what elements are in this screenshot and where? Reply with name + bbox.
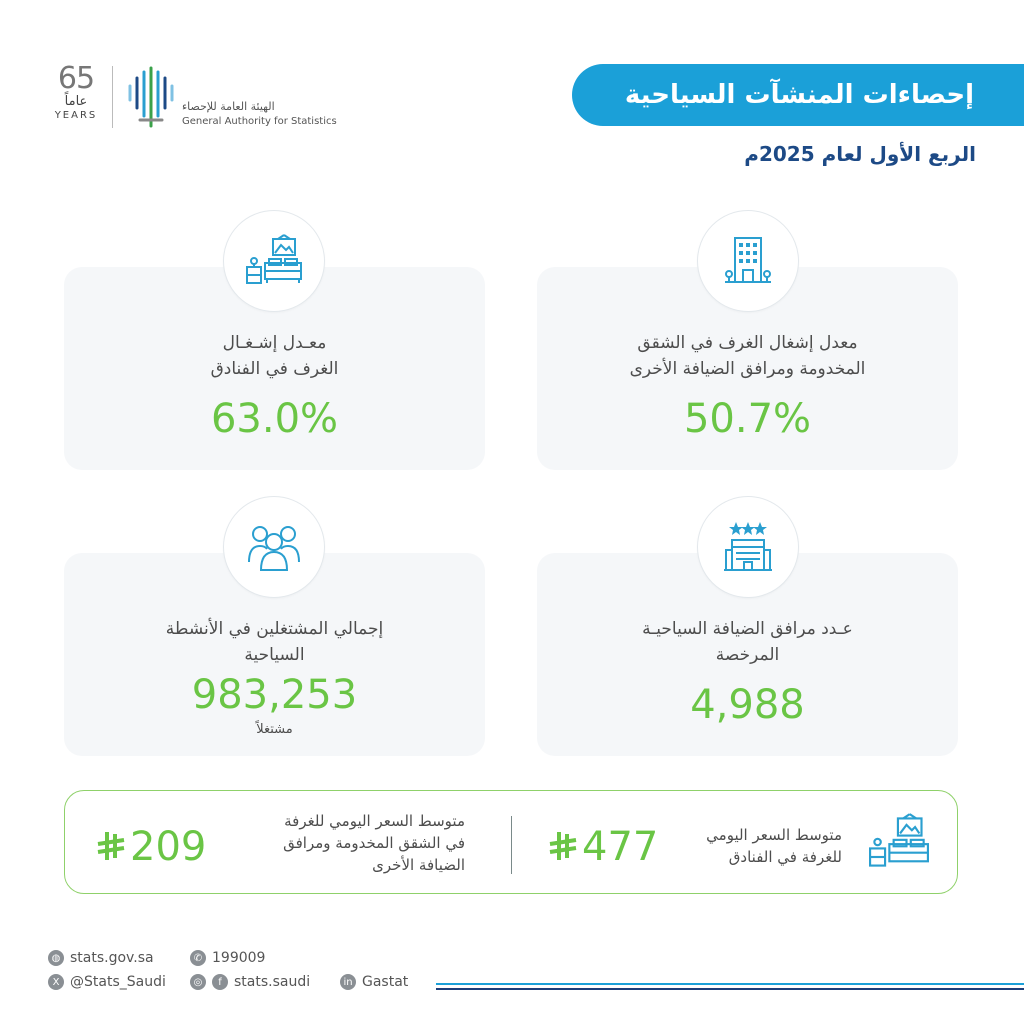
card-icon-circle	[697, 496, 799, 598]
card-label: عـدد مرافق الضيافة السياحيـة المرخصة	[537, 616, 958, 668]
x-icon: X	[48, 974, 64, 990]
page-subtitle: الربع الأول لعام 2025م	[744, 142, 976, 166]
apartment-price-label-line: الضيافة الأخرى	[372, 856, 465, 874]
hotel-price-label-line: للغرفة في الفنادق	[728, 848, 842, 866]
people-icon	[248, 526, 300, 571]
hotel-price-value: 477	[548, 822, 658, 872]
footer-x-text: @Stats_Saudi	[70, 974, 166, 990]
card-value: 983,253	[191, 672, 358, 718]
apartment-price-value: 209	[96, 822, 206, 872]
globe-icon: ◍	[48, 950, 64, 966]
anniversary-badge: 65 عاماً YEARS	[46, 61, 106, 122]
footer-website[interactable]: ◍ stats.gov.sa	[48, 950, 154, 966]
card-label: معـدل إشـغـال الغرف في الفنادق	[64, 330, 485, 382]
apartment-price-label-line: في الشقق المخدومة ومرافق	[283, 834, 465, 852]
footer-phone-text: 199009	[212, 950, 266, 966]
card-value: 50.7%	[683, 396, 812, 442]
footer-accent-line-blue	[436, 983, 1024, 985]
apartment-price-label: متوسط السعر اليومي للغرفة في الشقق المخد…	[225, 810, 465, 876]
footer-social[interactable]: ◎ f stats.saudi	[190, 974, 310, 990]
hotel-price-label: متوسط السعر اليومي للغرفة في الفنادق	[660, 824, 842, 868]
card-icon-circle	[223, 496, 325, 598]
building-icon	[725, 237, 771, 283]
page-title: إحصاءات المنشآت السياحية	[572, 64, 1024, 126]
average-price-box	[64, 790, 958, 894]
price-divider	[511, 816, 512, 874]
footer-phone[interactable]: ✆ 199009	[190, 950, 265, 966]
hotel-price-number: 477	[582, 824, 659, 870]
gastat-logo: 65 عاماً YEARS الهيئة العامة للإحصاء Gen…	[40, 60, 340, 140]
card-label: معدل إشغال الغرف في الشقق المخدومة ومراف…	[537, 330, 958, 382]
footer-linkedin-text: Gastat	[362, 974, 409, 990]
hotel-room-icon	[869, 813, 929, 867]
anniversary-number: 65	[57, 61, 95, 96]
org-name-arabic: الهيئة العامة للإحصاء	[182, 100, 275, 113]
card-label-line: السياحية	[244, 645, 305, 665]
footer-x[interactable]: X @Stats_Saudi	[48, 974, 166, 990]
hotel-room-icon	[246, 234, 302, 284]
anniversary-english: YEARS	[54, 110, 98, 121]
card-label-line: الغرف في الفنادق	[210, 359, 339, 379]
hotel-price-label-line: متوسط السعر اليومي	[706, 826, 842, 844]
footer-accent-line-navy	[436, 988, 1024, 990]
card-label-line: معـدل إشـغـال	[222, 333, 327, 353]
logo-divider	[112, 66, 113, 128]
card-value: 4,988	[690, 682, 805, 728]
footer-linkedin[interactable]: in Gastat	[340, 974, 408, 990]
footer-website-text: stats.gov.sa	[70, 950, 154, 966]
phone-icon: ✆	[190, 950, 206, 966]
riyal-icon	[97, 832, 125, 860]
card-unit: مشتغلاً	[256, 722, 293, 737]
facebook-icon: f	[212, 974, 228, 990]
org-name-english: General Authority for Statistics	[182, 116, 337, 127]
apartment-price-label-line: متوسط السعر اليومي للغرفة	[284, 812, 465, 830]
gastat-mark-icon	[128, 66, 174, 128]
card-label-line: عـدد مرافق الضيافة السياحيـة	[642, 619, 853, 639]
linkedin-icon: in	[340, 974, 356, 990]
card-icon-circle	[223, 210, 325, 312]
card-label: إجمالي المشتغلين في الأنشطة السياحية	[64, 616, 485, 668]
card-label-line: معدل إشغال الغرف في الشقق	[637, 333, 858, 353]
card-label-line: المخدومة ومرافق الضيافة الأخرى	[629, 359, 866, 379]
card-label-line: إجمالي المشتغلين في الأنشطة	[165, 619, 384, 639]
anniversary-arabic: عاماً	[64, 94, 88, 109]
apartment-price-number: 209	[130, 824, 207, 870]
instagram-icon: ◎	[190, 974, 206, 990]
card-value: 63.0%	[210, 396, 339, 442]
footer-social-text: stats.saudi	[234, 974, 311, 990]
card-label-line: المرخصة	[715, 645, 780, 665]
riyal-icon	[549, 832, 577, 860]
card-icon-circle	[697, 210, 799, 312]
hotel-stars-icon	[724, 522, 772, 571]
